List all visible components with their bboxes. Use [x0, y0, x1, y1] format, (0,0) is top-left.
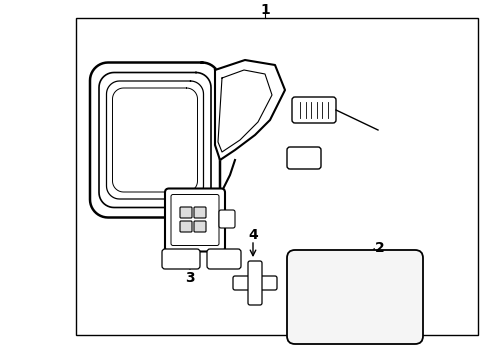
FancyBboxPatch shape	[180, 221, 192, 232]
FancyBboxPatch shape	[248, 261, 262, 305]
Text: 4: 4	[248, 228, 258, 242]
FancyBboxPatch shape	[207, 249, 241, 269]
Text: 2: 2	[375, 241, 385, 255]
FancyBboxPatch shape	[287, 147, 321, 169]
Text: 3: 3	[185, 271, 195, 285]
FancyBboxPatch shape	[162, 249, 200, 269]
FancyBboxPatch shape	[292, 97, 336, 123]
FancyBboxPatch shape	[287, 250, 423, 344]
FancyBboxPatch shape	[165, 189, 225, 252]
FancyBboxPatch shape	[233, 276, 277, 290]
FancyBboxPatch shape	[180, 207, 192, 218]
Polygon shape	[215, 60, 285, 160]
FancyBboxPatch shape	[194, 221, 206, 232]
Text: 1: 1	[260, 3, 270, 17]
FancyBboxPatch shape	[194, 207, 206, 218]
Bar	[76, 18, 478, 335]
FancyBboxPatch shape	[219, 210, 235, 228]
